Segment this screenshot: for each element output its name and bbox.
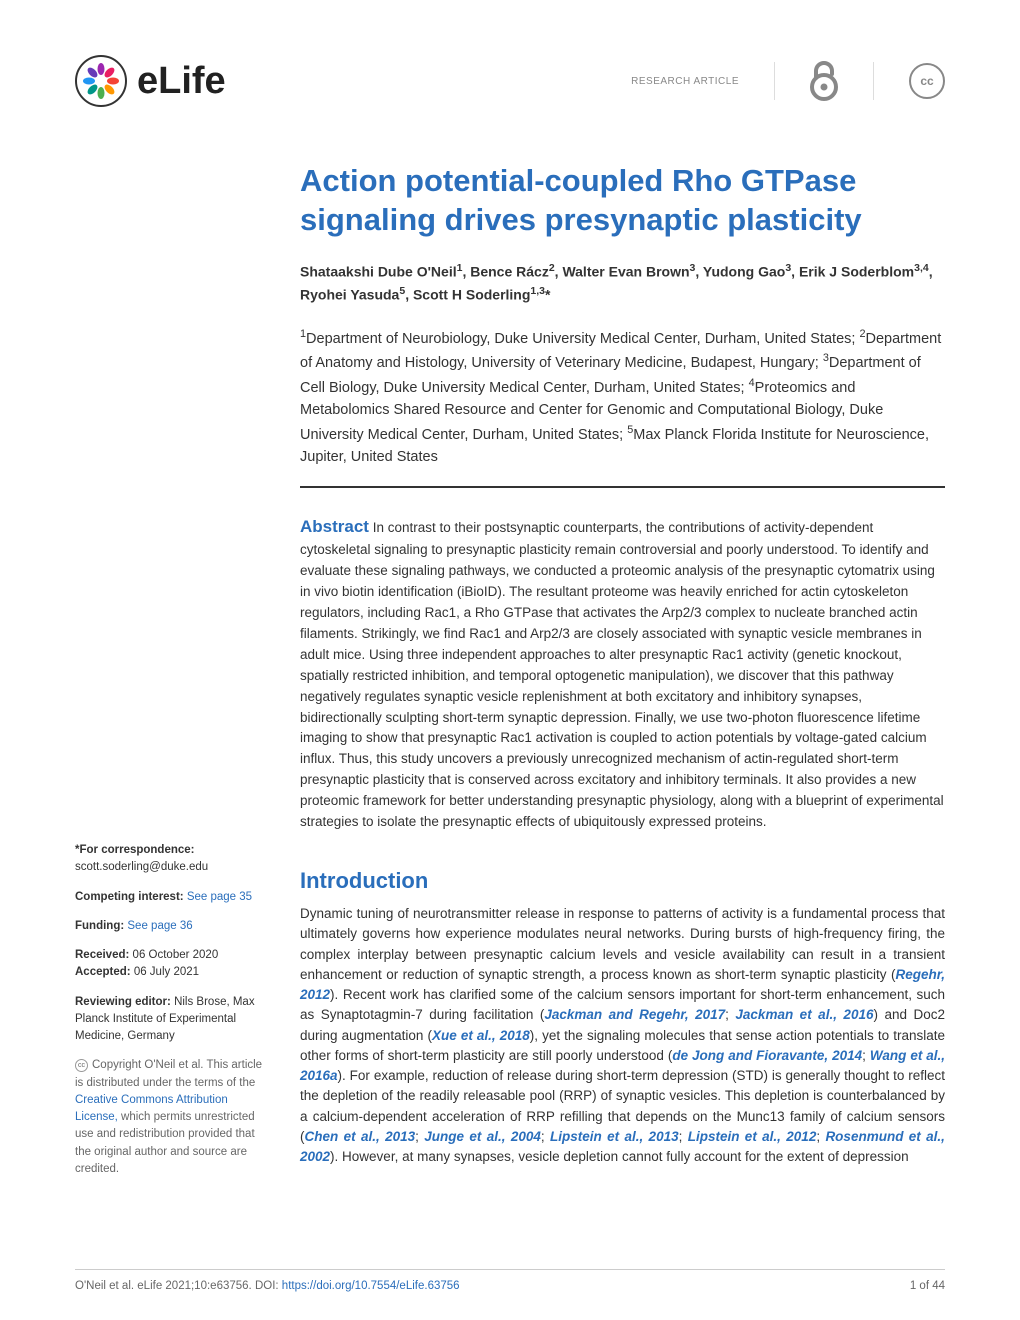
sidebar: *For correspondence: scott.soderling@duk… bbox=[75, 162, 265, 1178]
copyright-text: Copyright O'Neil et al. This article is … bbox=[75, 1059, 262, 1175]
accepted-label: Accepted: bbox=[75, 966, 131, 978]
divider bbox=[300, 486, 945, 488]
competing-link[interactable]: See page 35 bbox=[187, 891, 252, 903]
reviewing-block: Reviewing editor: Nils Brose, Max Planck… bbox=[75, 994, 265, 1046]
abstract-label: Abstract bbox=[300, 517, 369, 536]
affiliations: 1Department of Neurobiology, Duke Univer… bbox=[300, 326, 945, 468]
received-date: 06 October 2020 bbox=[133, 949, 219, 961]
correspondence-block: *For correspondence: scott.soderling@duk… bbox=[75, 842, 265, 877]
open-access-icon bbox=[810, 61, 838, 101]
introduction-body: Dynamic tuning of neurotransmitter relea… bbox=[300, 904, 945, 1167]
journal-logo: eLife bbox=[75, 55, 226, 107]
competing-label: Competing interest: bbox=[75, 891, 184, 903]
correspondence-email: scott.soderling@duke.edu bbox=[75, 861, 208, 873]
article-title: Action potential-coupled Rho GTPase sign… bbox=[300, 162, 945, 240]
page-number: 1 of 44 bbox=[910, 1280, 945, 1292]
doi-label: DOI: bbox=[255, 1280, 279, 1292]
elife-logo-icon bbox=[75, 55, 127, 107]
article-type: RESEARCH ARTICLE bbox=[631, 76, 739, 87]
citation-text: O'Neil et al. eLife 2021;10:e63756. bbox=[75, 1280, 252, 1292]
abstract-text: In contrast to their postsynaptic counte… bbox=[300, 520, 944, 829]
cc-license-icon: cc bbox=[909, 63, 945, 99]
divider bbox=[873, 62, 874, 100]
page-header: eLife RESEARCH ARTICLE cc bbox=[75, 55, 945, 107]
header-right: RESEARCH ARTICLE cc bbox=[631, 61, 945, 101]
funding-link[interactable]: See page 36 bbox=[127, 920, 192, 932]
reviewing-label: Reviewing editor: bbox=[75, 996, 171, 1008]
journal-name: eLife bbox=[137, 60, 226, 103]
accepted-date: 06 July 2021 bbox=[134, 966, 199, 978]
divider bbox=[774, 62, 775, 100]
authors-list: Shataakshi Dube O'Neil1, Bence Rácz2, Wa… bbox=[300, 260, 945, 307]
received-label: Received: bbox=[75, 949, 129, 961]
competing-block: Competing interest: See page 35 bbox=[75, 889, 265, 906]
page-footer: O'Neil et al. eLife 2021;10:e63756. DOI:… bbox=[75, 1269, 945, 1292]
footer-citation: O'Neil et al. eLife 2021;10:e63756. DOI:… bbox=[75, 1280, 460, 1292]
doi-link[interactable]: https://doi.org/10.7554/eLife.63756 bbox=[282, 1280, 460, 1292]
dates-block: Received: 06 October 2020 Accepted: 06 J… bbox=[75, 947, 265, 982]
copyright-block: ccCopyright O'Neil et al. This article i… bbox=[75, 1057, 265, 1178]
correspondence-label: *For correspondence: bbox=[75, 844, 195, 856]
abstract: Abstract In contrast to their postsynapt… bbox=[300, 514, 945, 833]
funding-label: Funding: bbox=[75, 920, 124, 932]
introduction-heading: Introduction bbox=[300, 868, 945, 894]
main-column: Action potential-coupled Rho GTPase sign… bbox=[300, 162, 945, 1178]
cc-small-icon: cc bbox=[75, 1059, 88, 1072]
funding-block: Funding: See page 36 bbox=[75, 918, 265, 935]
